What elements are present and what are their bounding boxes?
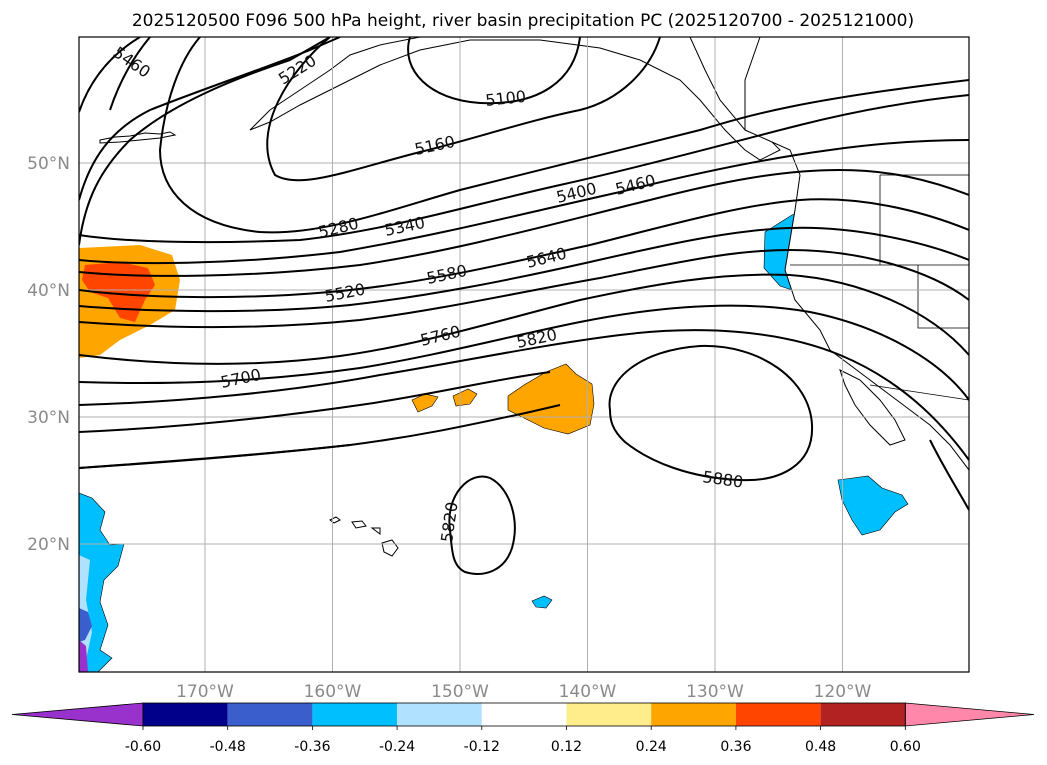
colorbar-bin bbox=[735, 703, 821, 726]
colorbar-label: 0.48 bbox=[805, 739, 836, 755]
colorbar-label: 0.36 bbox=[720, 739, 751, 755]
contour-5820b bbox=[79, 371, 551, 433]
precip-strongest-neg-sw bbox=[79, 640, 88, 672]
colorbar-label: -0.48 bbox=[210, 739, 246, 755]
coast-baja bbox=[839, 369, 906, 446]
longitude-labels: 170°W 160°W 150°W 140°W 130°W 120°W bbox=[176, 682, 871, 702]
colorbar-bin bbox=[566, 703, 652, 726]
contour-5460 bbox=[79, 168, 969, 277]
colorbar-label: 0.12 bbox=[551, 739, 582, 755]
contour-south-west bbox=[79, 444, 351, 469]
contour-5220 bbox=[79, 37, 341, 201]
contour-5520 bbox=[79, 198, 969, 299]
colorbar-label: 0.24 bbox=[636, 739, 667, 755]
height-contours bbox=[79, 37, 969, 575]
colorbar: -0.60 -0.48 -0.36 -0.24 -0.12 0.12 0.24 0.36 0.4… bbox=[11, 702, 1035, 755]
latitude-labels: 50°N 40°N 30°N 20°N bbox=[27, 154, 70, 555]
precip-high-west bbox=[82, 262, 155, 322]
contour-5460-nw bbox=[79, 37, 141, 113]
colorbar-label: 0.60 bbox=[890, 739, 921, 755]
lat-label: 40°N bbox=[27, 281, 70, 301]
colorbar-label: -0.36 bbox=[294, 739, 330, 755]
contour-5340 bbox=[79, 94, 969, 244]
contour-label: 5100 bbox=[484, 87, 526, 110]
colorbar-label: -0.12 bbox=[464, 739, 500, 755]
contour-5160 bbox=[266, 37, 661, 182]
colorbar-extend-max bbox=[904, 702, 1035, 727]
coast-alaska bbox=[249, 37, 781, 161]
lon-label: 140°W bbox=[559, 682, 617, 702]
colorbar-frame bbox=[142, 702, 906, 727]
colorbar-extend-min bbox=[11, 702, 144, 727]
political-borders bbox=[790, 174, 969, 401]
contour-5100 bbox=[407, 37, 581, 105]
lon-label: 150°W bbox=[431, 682, 489, 702]
lon-label: 120°W bbox=[814, 682, 872, 702]
lat-label: 30°N bbox=[27, 408, 70, 428]
map-title: 2025120500 F096 500 hPa height, river ba… bbox=[132, 11, 914, 31]
precip-negative-baja bbox=[837, 475, 909, 536]
lon-label: 160°W bbox=[304, 682, 362, 702]
precip-strong-neg-sw bbox=[79, 608, 92, 642]
lon-label: 130°W bbox=[686, 682, 744, 702]
lon-label: 170°W bbox=[176, 682, 234, 702]
contour-5700 bbox=[79, 273, 969, 365]
contour-5580 bbox=[79, 226, 969, 313]
colorbar-bin bbox=[651, 703, 736, 726]
contour-5820 bbox=[79, 329, 969, 461]
plot-frame bbox=[78, 36, 970, 673]
contour-5760 bbox=[79, 304, 969, 401]
colorbar-label: -0.60 bbox=[125, 739, 161, 755]
contour-5400 bbox=[79, 139, 969, 265]
colorbar-bin bbox=[312, 703, 398, 726]
colorbar-bin bbox=[481, 703, 567, 726]
colorbar-bin bbox=[227, 703, 313, 726]
colorbar-bin bbox=[143, 703, 228, 726]
colorbar-bin bbox=[397, 703, 482, 726]
contour-5820-south bbox=[448, 475, 516, 575]
precip-negative-small bbox=[531, 595, 553, 609]
coast-hawaii bbox=[329, 516, 399, 557]
contour-5640 bbox=[79, 248, 969, 328]
gridlines bbox=[79, 37, 969, 672]
colorbar-bin bbox=[820, 703, 906, 726]
contour-5280 bbox=[79, 37, 969, 246]
colorbar-label: -0.24 bbox=[379, 739, 415, 755]
coast-aleutians bbox=[99, 131, 177, 144]
precip-positive-mid2 bbox=[452, 388, 478, 407]
coast-na-west bbox=[744, 37, 969, 471]
lat-label: 50°N bbox=[27, 154, 70, 174]
coastlines bbox=[99, 37, 969, 557]
contour-east-tail bbox=[929, 439, 969, 511]
lat-label: 20°N bbox=[27, 535, 70, 555]
